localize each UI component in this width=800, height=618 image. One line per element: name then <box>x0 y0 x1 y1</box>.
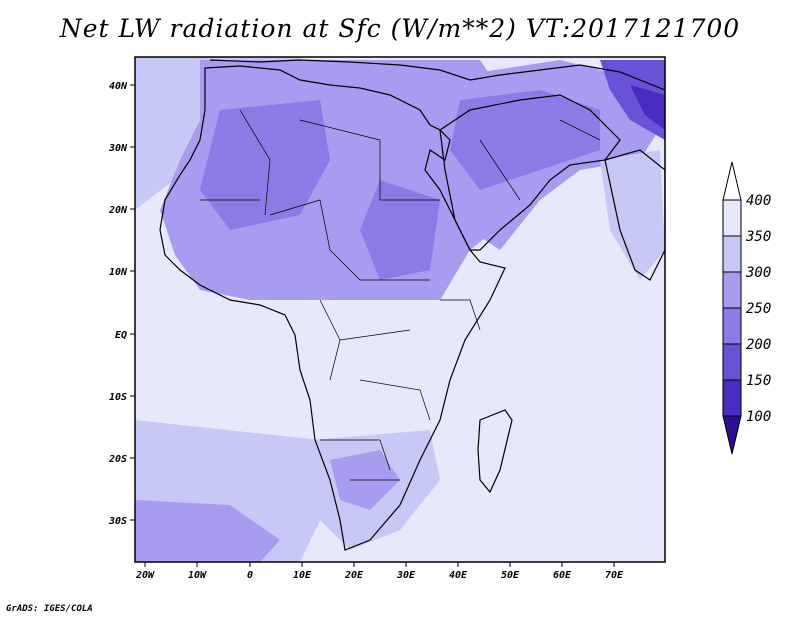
north-coastline <box>209 59 666 91</box>
sudan-dark <box>360 180 440 280</box>
colorbar-label: 400 <box>746 193 771 209</box>
lat-tick-label: EQ <box>115 330 127 341</box>
colorbar-label: 100 <box>746 409 771 425</box>
coastlines <box>159 59 666 551</box>
central-africa-light <box>290 300 460 440</box>
lat-tick-label: 30S <box>108 516 127 527</box>
africa-coastline <box>159 65 506 551</box>
lat-tick-label: 40N <box>109 81 128 92</box>
grads-credit: GrADS: IGES/COLA <box>6 604 93 614</box>
colorbar-box <box>722 199 742 237</box>
map-frame <box>134 56 666 563</box>
chart-title: Net LW radiation at Sfc (W/m**2) VT:2017… <box>59 14 741 43</box>
arabia-coastline <box>439 94 621 251</box>
colorbar-box <box>722 307 742 345</box>
madagascar-coastline <box>477 409 513 494</box>
longitude-axis: 20W 10W 0 10E 20E 30E 40E 50E 60E 70E <box>135 562 624 581</box>
lon-tick-label: 20W <box>135 570 155 581</box>
colorbar-label: 150 <box>746 373 771 389</box>
lon-tick-label: 20E <box>344 570 364 581</box>
lon-tick-label: 70E <box>605 570 624 581</box>
colorbar-box <box>722 271 742 309</box>
lon-tick-label: 30E <box>396 570 416 581</box>
south-atlantic-mid <box>135 500 280 562</box>
lat-tick-label: 10S <box>109 392 127 403</box>
colorbar-box <box>722 343 742 381</box>
radiation-shading <box>135 57 665 562</box>
colorbar-top-arrow <box>722 161 742 201</box>
colorbar-label: 250 <box>746 301 771 317</box>
colorbar-label: 300 <box>745 265 771 281</box>
lat-tick-label: 10N <box>109 267 128 278</box>
india-shade <box>600 150 665 280</box>
himalaya-darkest <box>630 85 665 130</box>
lon-tick-label: 40E <box>449 570 468 581</box>
lon-tick-label: 0 <box>247 570 253 581</box>
latitude-axis: 40N 30N 20N 10N EQ 10S 20S 30S <box>108 81 135 527</box>
india-coastline <box>604 149 666 281</box>
lon-tick-label: 50E <box>501 570 520 581</box>
colorbar-box <box>722 379 742 417</box>
colorbar-label: 200 <box>746 337 771 353</box>
colorbar: 400 350 300 250 200 150 100 <box>722 161 771 455</box>
lat-tick-label: 30N <box>108 143 128 154</box>
lon-tick-label: 10W <box>188 570 207 581</box>
colorbar-label: 350 <box>745 229 771 245</box>
west-sahara-dark <box>200 100 330 230</box>
lon-tick-label: 10E <box>293 570 312 581</box>
country-borders <box>200 109 601 481</box>
lat-tick-label: 20S <box>108 454 127 465</box>
colorbar-box <box>722 235 742 273</box>
colorbar-bottom-arrow <box>722 415 742 455</box>
lat-tick-label: 20N <box>108 205 128 216</box>
arabia-dark <box>450 90 600 190</box>
iran-dark <box>600 60 665 140</box>
lon-tick-label: 60E <box>553 570 572 581</box>
